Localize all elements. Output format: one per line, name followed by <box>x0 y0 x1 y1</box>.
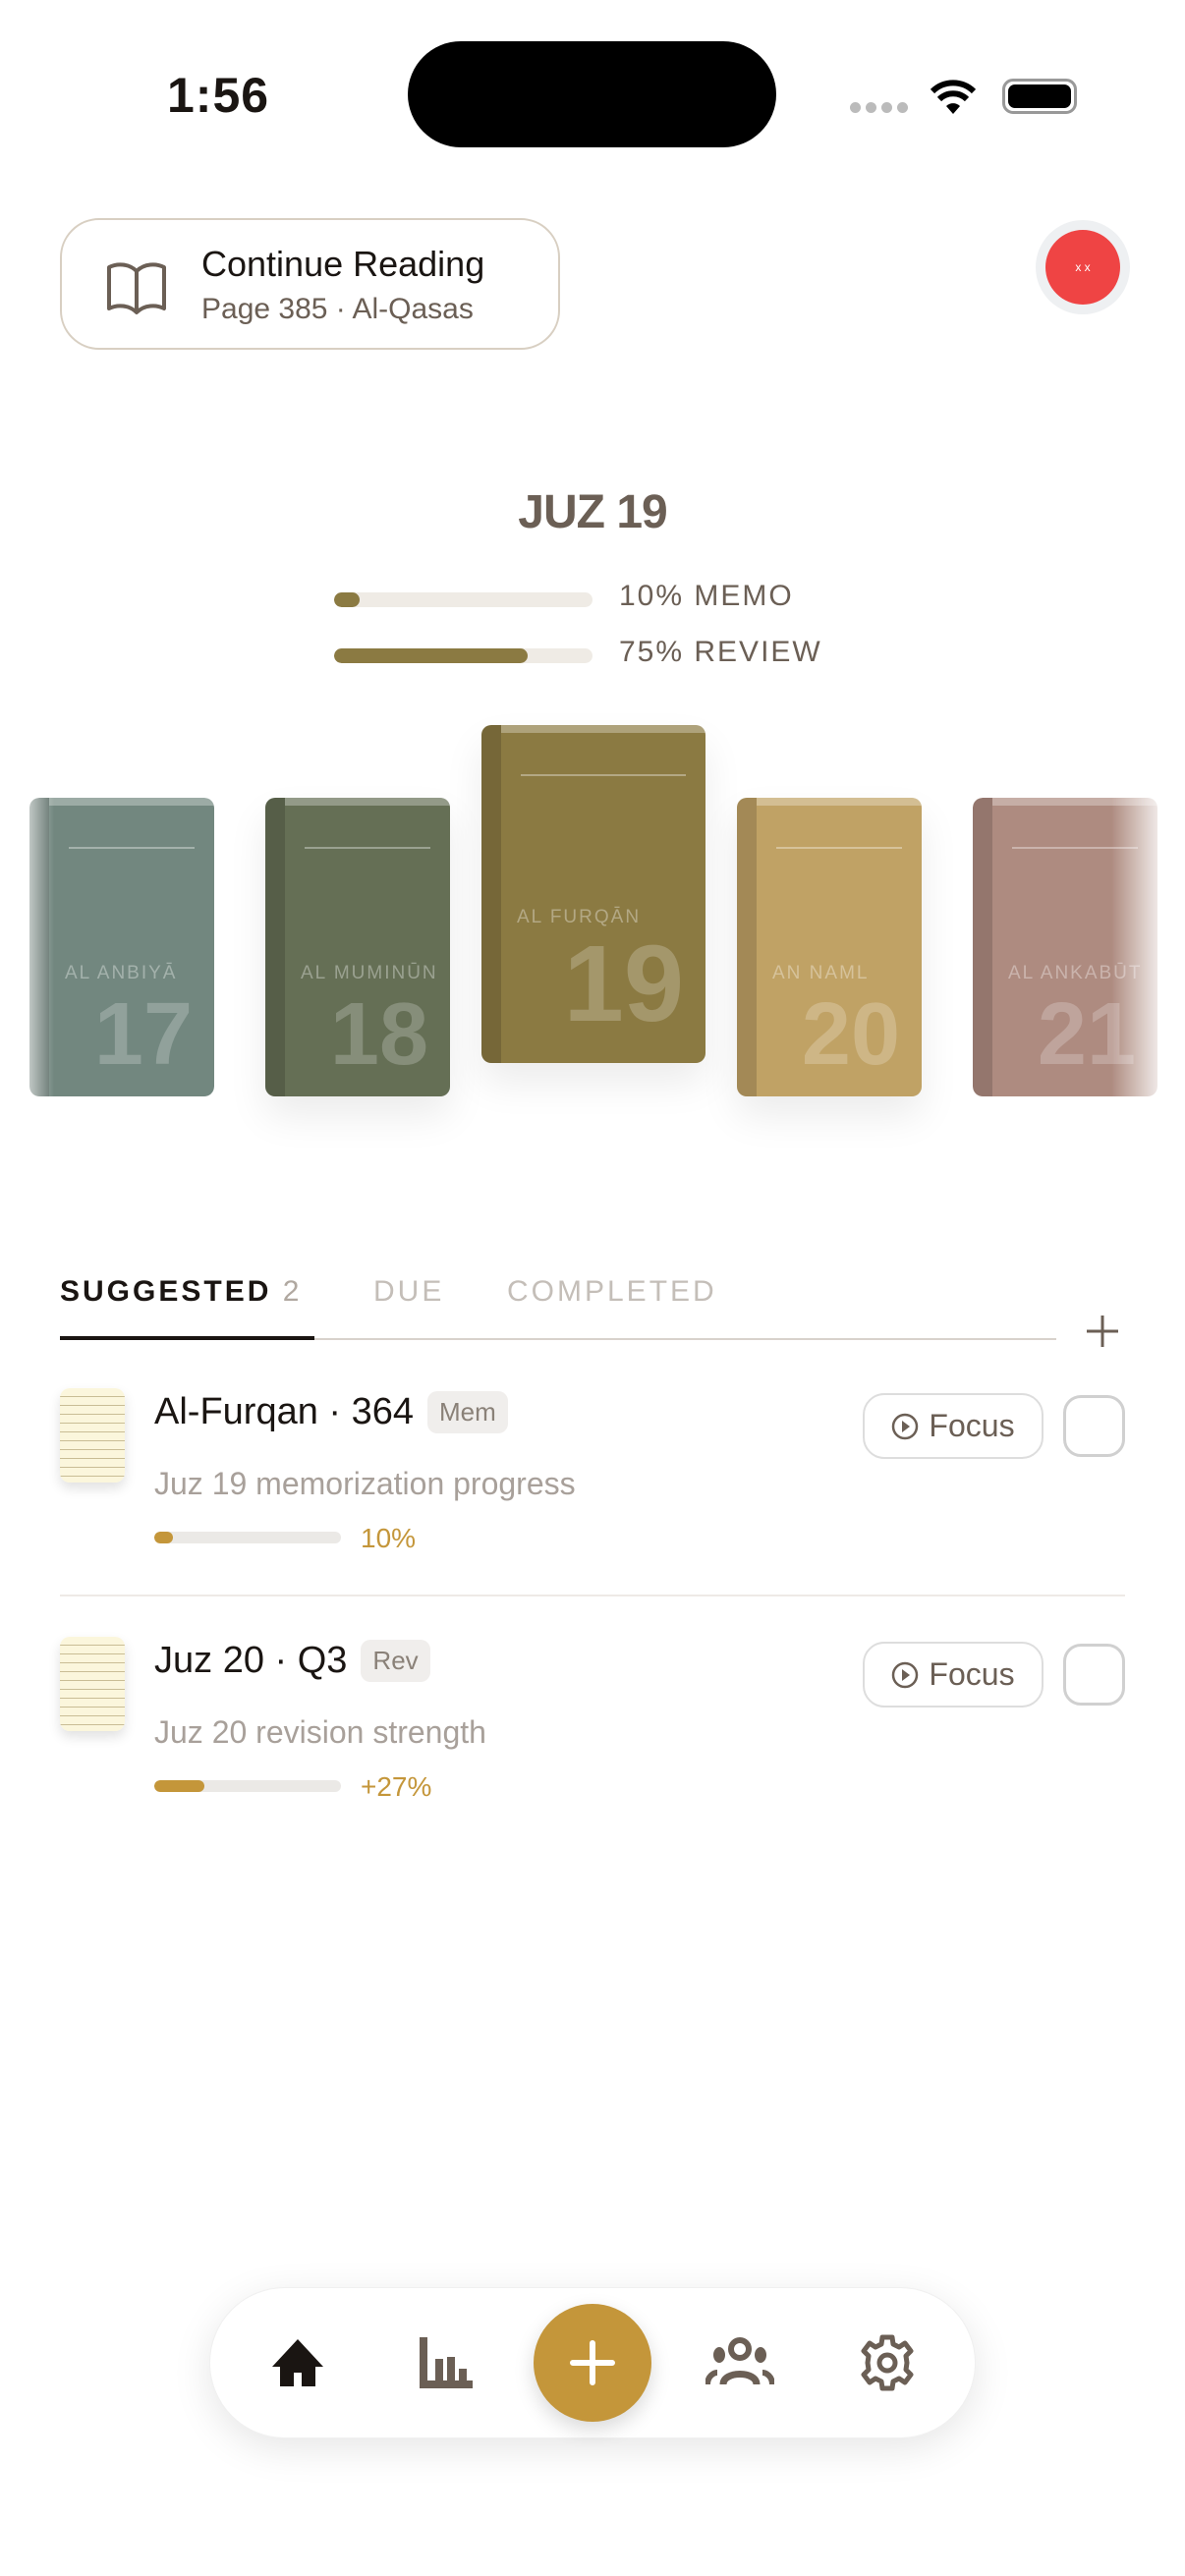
book-name: AN NAML <box>772 963 870 983</box>
tab-due[interactable]: DUE <box>373 1275 445 1308</box>
book-number: 17 <box>93 985 193 1084</box>
task-description: Juz 19 memorization progress <box>154 1466 576 1501</box>
page-thumbnail <box>60 1637 125 1731</box>
add-button[interactable] <box>534 2304 651 2422</box>
book-open-icon <box>107 262 166 314</box>
battery-icon <box>1002 79 1077 114</box>
task-checkbox[interactable] <box>1063 1395 1125 1457</box>
memo-label: 10% MEMO <box>619 580 794 612</box>
task-description: Juz 20 revision strength <box>154 1714 486 1750</box>
book-number: 18 <box>329 985 428 1084</box>
book-number: 20 <box>801 985 900 1084</box>
juz-title: JUZ 19 <box>518 486 667 538</box>
juz-book-21[interactable]: AL ANKABŪT 21 <box>973 798 1157 1096</box>
play-circle-icon <box>892 1413 919 1439</box>
tab-divider <box>60 1338 1056 1340</box>
row-divider <box>60 1595 1125 1596</box>
focus-button[interactable]: Focus <box>863 1642 1044 1708</box>
juz-book-18[interactable]: AL MUMINŪN 18 <box>265 798 450 1096</box>
juz-book-17[interactable]: AL ANBIYĀ 17 <box>29 798 214 1096</box>
plus-icon <box>570 2340 615 2385</box>
focus-label: Focus <box>929 1408 1015 1443</box>
book-number: 21 <box>1037 985 1136 1084</box>
continue-reading-title: Continue Reading <box>201 244 485 284</box>
page-thumbnail <box>60 1388 125 1483</box>
book-name: AL ANBIYĀ <box>65 963 178 983</box>
memo-progress-fill <box>334 592 361 607</box>
task-progress-fill <box>154 1780 205 1792</box>
continue-reading-subtitle: Page 385 · Al-Qasas <box>201 293 474 325</box>
review-progress-bar <box>334 648 592 663</box>
continue-reading-button[interactable]: Continue Reading Page 385 · Al-Qasas <box>60 218 560 350</box>
task-progress-bar <box>154 1780 341 1792</box>
juz-book-20[interactable]: AN NAML 20 <box>737 798 922 1096</box>
memo-progress-bar <box>334 592 592 607</box>
book-name: AL ANKABŪT <box>1008 963 1143 983</box>
task-progress-label: +27% <box>361 1771 432 1802</box>
focus-label: Focus <box>929 1656 1015 1692</box>
task-progress-label: 10% <box>361 1523 417 1553</box>
task-progress-fill <box>154 1532 173 1543</box>
tab-completed[interactable]: COMPLETED <box>507 1275 717 1308</box>
task-title: Juz 20 · Q3 <box>154 1640 348 1681</box>
book-number: 19 <box>563 924 684 1044</box>
avatar[interactable]: x x <box>1045 230 1120 305</box>
wifi-icon <box>930 80 977 114</box>
task-badge: Rev <box>361 1640 430 1682</box>
tab-active-indicator <box>60 1336 314 1340</box>
task-row[interactable]: Juz 20 · Q3 Rev <box>154 1640 430 1682</box>
juz-book-19[interactable]: AL FURQĀN 19 <box>481 725 705 1063</box>
task-checkbox[interactable] <box>1063 1644 1125 1706</box>
tab-suggested[interactable]: SUGGESTED 2 <box>60 1275 302 1309</box>
community-icon[interactable] <box>705 2328 774 2397</box>
add-icon[interactable] <box>1083 1312 1122 1351</box>
review-progress-fill <box>334 648 529 663</box>
book-name: AL FURQĀN <box>517 907 642 927</box>
status-time: 1:56 <box>167 68 270 123</box>
task-badge: Mem <box>427 1391 508 1433</box>
stats-icon[interactable] <box>411 2328 480 2397</box>
task-progress-bar <box>154 1532 341 1543</box>
tab-label: SUGGESTED <box>60 1275 272 1308</box>
home-icon[interactable] <box>263 2328 332 2397</box>
dynamic-island <box>408 41 776 147</box>
cellular-signal-icon <box>850 102 908 113</box>
book-name: AL MUMINŪN <box>301 963 438 983</box>
task-row[interactable]: Al-Furqan · 364 Mem <box>154 1391 508 1433</box>
play-circle-icon <box>892 1661 919 1688</box>
review-label: 75% REVIEW <box>619 636 822 668</box>
settings-icon[interactable] <box>853 2328 922 2397</box>
focus-button[interactable]: Focus <box>863 1393 1044 1459</box>
tab-count: 2 <box>282 1275 303 1308</box>
task-title: Al-Furqan · 364 <box>154 1391 415 1432</box>
